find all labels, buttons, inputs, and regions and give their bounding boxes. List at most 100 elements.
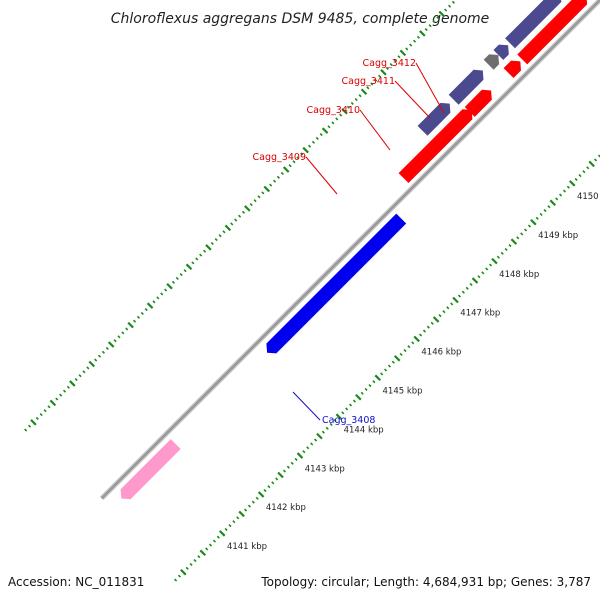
gene-label-cagg-3412-cds[interactable]: Cagg_3412: [363, 58, 416, 69]
outer-tick-mark: [127, 321, 134, 329]
outer-tick-mark: [113, 339, 117, 343]
outer-tick-mark: [331, 121, 335, 125]
scale-label: 4142 kbp: [266, 503, 306, 513]
outer-tick-mark: [152, 300, 156, 304]
outer-tick-mark: [222, 230, 226, 234]
label-leader: [394, 80, 431, 119]
genome-summary-text: Topology: circular; Length: 4,684,931 bp…: [260, 575, 591, 589]
inner-tick-mark: [216, 535, 220, 539]
feature-cagg-3410-gene[interactable]: [448, 69, 484, 105]
inner-tick-mark: [547, 205, 551, 209]
inner-tick-mark: [524, 228, 528, 232]
outer-tick-mark: [280, 171, 284, 175]
inner-tick-mark: [422, 329, 427, 333]
outer-tick-mark: [30, 419, 37, 426]
inner-tick-mark: [419, 333, 423, 337]
inner-tick-mark: [364, 387, 368, 392]
outer-tick-mark: [156, 296, 160, 300]
outer-tick-mark: [105, 346, 109, 350]
outer-tick-mark: [82, 370, 86, 374]
outer-tick-mark: [253, 199, 257, 203]
inner-tick-mark: [173, 578, 178, 582]
inner-tick-mark: [594, 158, 598, 162]
inner-tick-mark: [549, 199, 557, 207]
label-leader: [415, 62, 445, 114]
inner-tick-mark: [251, 500, 255, 504]
outer-tick-mark: [62, 389, 67, 393]
outer-tick-mark: [205, 244, 212, 251]
feature-cagg-3409-gene[interactable]: [417, 102, 451, 136]
outer-tick-mark: [405, 47, 409, 51]
inner-tick-mark: [316, 432, 323, 440]
feature-pink-gene[interactable]: [120, 439, 181, 500]
inner-tick-mark: [597, 154, 600, 158]
inner-tick-mark: [224, 527, 228, 532]
outer-tick-mark: [249, 202, 253, 207]
inner-tick-mark: [212, 539, 216, 543]
feature-cagg-3412-gene[interactable]: [493, 44, 509, 60]
outer-tick-mark: [438, 10, 446, 18]
inner-tick-mark: [286, 465, 290, 469]
outer-tick-mark: [47, 405, 51, 409]
inner-tick-mark: [205, 547, 209, 551]
inner-tick-mark: [489, 263, 493, 267]
inner-tick-mark: [387, 364, 392, 368]
inner-tick-mark: [568, 180, 576, 187]
feature-cagg-3411[interactable]: [483, 54, 500, 70]
inner-tick-mark: [461, 290, 465, 294]
gene-label-cagg-3409-cds[interactable]: Cagg_3409: [253, 152, 306, 163]
outer-tick-mark: [380, 69, 387, 76]
feature-cagg-3412-cds[interactable]: [503, 60, 521, 78]
inner-tick-mark: [527, 224, 532, 228]
feature-cagg-3410-cds[interactable]: [464, 89, 492, 117]
outer-tick-mark: [444, 8, 448, 12]
outer-tick-mark: [237, 214, 242, 218]
accession-text: Accession: NC_011831: [8, 575, 144, 589]
outer-tick-mark: [389, 62, 393, 67]
feature-cagg-3413-gene[interactable]: [505, 0, 562, 49]
inner-tick-mark: [232, 520, 236, 524]
inner-tick-mark: [510, 238, 518, 245]
outer-tick-mark: [136, 315, 140, 319]
inner-tick-mark: [296, 452, 304, 459]
gene-label-cagg-3410-cds[interactable]: Cagg_3410: [307, 105, 360, 116]
inner-tick-mark: [177, 574, 181, 578]
gene-label-cagg-3411[interactable]: Cagg_3411: [342, 76, 395, 87]
inner-tick-mark: [360, 391, 364, 395]
feature-cagg-3409-cds[interactable]: [398, 109, 473, 183]
inner-tick-mark: [282, 469, 286, 473]
outer-tick-mark: [146, 302, 154, 309]
outer-tick-mark: [432, 20, 436, 24]
inner-tick-mark: [481, 271, 485, 275]
outer-tick-mark: [272, 179, 277, 183]
scale-label: 4143 kbp: [305, 464, 345, 474]
outer-tick-mark: [210, 241, 214, 245]
gene-label-cagg-3408[interactable]: Cagg_3408: [322, 415, 375, 426]
outer-tick-mark: [185, 263, 193, 271]
outer-tick-mark: [191, 261, 195, 265]
outer-tick-mark: [166, 282, 173, 290]
scale-label: 4150 kbp: [577, 192, 600, 202]
inner-tick-mark: [238, 510, 245, 518]
inner-tick-mark: [368, 384, 372, 388]
inner-tick-mark: [566, 185, 570, 189]
outer-tick-mark: [101, 350, 105, 354]
scale-label: 4149 kbp: [538, 231, 578, 241]
outer-tick-mark: [319, 132, 323, 137]
inner-tick-mark: [452, 296, 459, 304]
genome-backbone: [99, 0, 600, 501]
inner-tick-mark: [465, 286, 469, 290]
inner-tick-mark: [257, 491, 265, 498]
outer-tick-mark: [27, 424, 32, 428]
outer-tick-mark: [241, 210, 245, 214]
outer-tick-mark: [94, 358, 98, 362]
inner-tick-mark: [325, 426, 329, 430]
inner-tick-mark: [555, 197, 559, 201]
feature-cagg-3413-cds[interactable]: [517, 0, 588, 65]
outer-tick-mark: [288, 164, 292, 168]
feature-cagg-3408[interactable]: [266, 213, 407, 354]
inner-tick-mark: [263, 489, 267, 493]
inner-tick-mark: [543, 208, 547, 213]
outer-tick-mark: [292, 160, 296, 164]
outer-tick-mark: [244, 205, 251, 212]
